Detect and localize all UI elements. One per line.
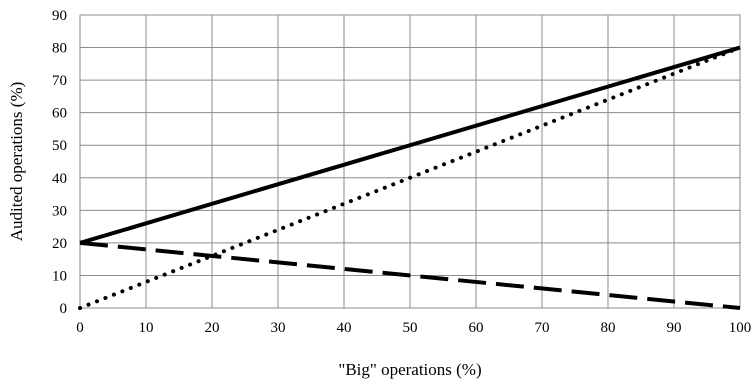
x-tick-label: 60 — [469, 320, 484, 336]
x-tick-label: 50 — [403, 320, 418, 336]
x-tick-label: 80 — [601, 320, 616, 336]
x-tick-label: 90 — [667, 320, 682, 336]
tick-labels: 0 10 20 30 40 50 60 70 80 90 100 0 10 20 30 40 50 60 70 80 9… — [52, 8, 751, 336]
series-line-dotted — [78, 45, 742, 310]
x-tick-label: 40 — [337, 320, 352, 336]
series-lines — [78, 45, 742, 310]
gridlines — [79, 14, 741, 309]
y-tick-label: 50 — [52, 138, 67, 154]
x-tick-label: 70 — [535, 320, 550, 336]
series-line-solid — [79, 45, 741, 245]
y-tick-label: 40 — [52, 171, 67, 187]
y-axis-title: Audited operations (%) — [7, 82, 26, 242]
series-line-dashed — [79, 240, 741, 310]
x-axis-title: "Big" operations (%) — [338, 360, 481, 379]
y-tick-label: 90 — [52, 8, 67, 24]
x-tick-label: 30 — [271, 320, 286, 336]
y-tick-label: 0 — [60, 301, 68, 317]
x-tick-label: 0 — [76, 320, 84, 336]
x-tick-label: 100 — [729, 320, 752, 336]
plot-border — [79, 14, 741, 309]
y-tick-label: 20 — [52, 236, 67, 252]
y-tick-label: 80 — [52, 41, 67, 57]
y-tick-label: 10 — [52, 268, 67, 284]
y-tick-label: 70 — [52, 73, 67, 89]
y-tick-label: 30 — [52, 203, 67, 219]
y-tick-label: 60 — [52, 106, 67, 122]
x-tick-label: 20 — [205, 320, 220, 336]
x-tick-label: 10 — [139, 320, 154, 336]
